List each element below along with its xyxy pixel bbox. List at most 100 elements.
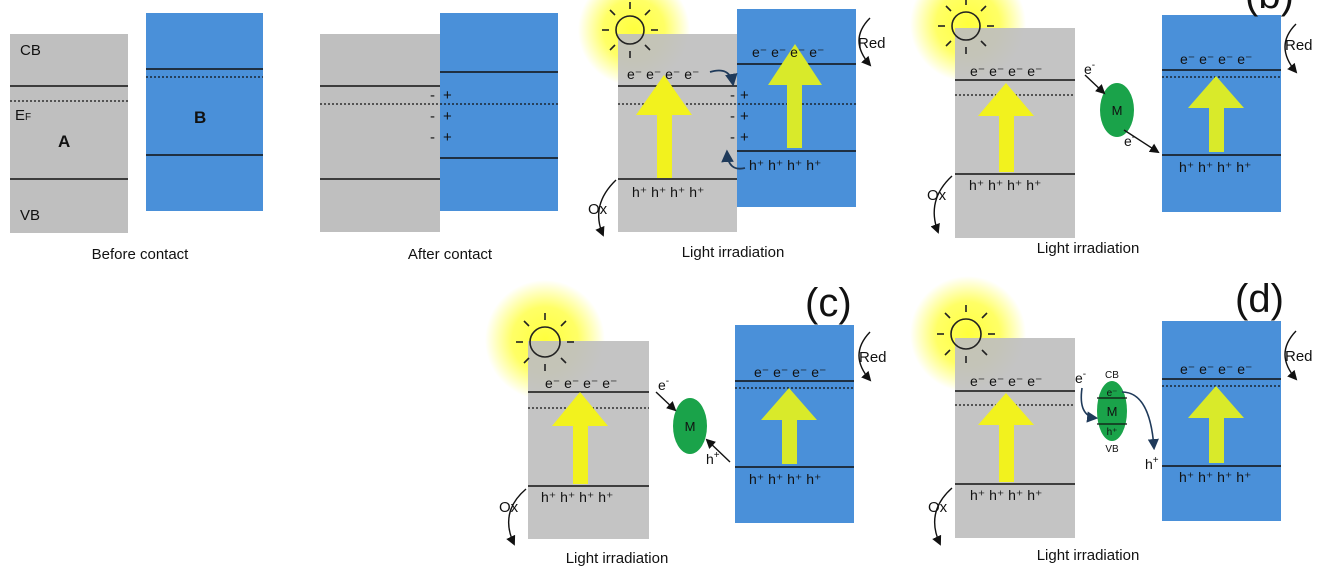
semiconductor-a-label: A — [58, 132, 70, 151]
reduction-label: Red — [859, 349, 887, 366]
a-holes: h⁺ h⁺ h⁺ h⁺ — [970, 487, 1042, 503]
mediator-ellipse-icon — [673, 398, 707, 454]
fermi-level-label: EF — [15, 107, 31, 124]
light-arrow-icon — [761, 388, 817, 464]
cb-label: CB — [20, 42, 41, 59]
mediator-ellipse-icon — [1097, 381, 1127, 441]
sun-icon — [602, 2, 658, 58]
svg-text:+: + — [443, 87, 452, 104]
light-arrow-icon — [768, 44, 822, 148]
oxidation-label: Ox — [499, 499, 519, 516]
panel-b: (b) e⁻ e⁻ e⁻ e⁻ e⁻ e⁻ e⁻ e⁻ h⁺ h⁺ h⁺ h⁺ … — [910, 0, 1313, 257]
hole-label: h+ — [1145, 455, 1159, 472]
b-electrons: e⁻ e⁻ e⁻ e⁻ — [1180, 51, 1252, 67]
b-holes: h⁺ h⁺ h⁺ h⁺ — [1179, 469, 1251, 485]
vb-label: VB — [20, 207, 40, 224]
light-arrow-icon — [1188, 76, 1244, 152]
svg-text:-: - — [730, 108, 735, 125]
electron-label: e- — [1075, 369, 1086, 386]
caption-light-irradiation: Light irradiation — [1037, 240, 1140, 257]
a-electrons: e⁻ e⁻ e⁻ e⁻ — [970, 63, 1042, 79]
a-holes: h⁺ h⁺ h⁺ h⁺ — [541, 489, 613, 505]
electron-from-mediator-arrow — [1123, 129, 1160, 154]
a-holes: h⁺ h⁺ h⁺ h⁺ — [969, 177, 1041, 193]
oxidation-arrow — [930, 175, 953, 234]
space-charge-signs: - - - + + + — [730, 87, 749, 146]
light-arrow-icon — [552, 392, 608, 484]
svg-text:+: + — [740, 129, 749, 146]
oxidation-label: Ox — [588, 201, 608, 218]
semiconductor-a-block — [955, 338, 1075, 538]
caption-after-contact: After contact — [408, 246, 493, 263]
oxidation-label: Ox — [927, 187, 947, 204]
mediator-label: M — [1112, 103, 1123, 118]
electron-label: e- — [658, 376, 669, 393]
reduction-arrow — [858, 17, 872, 67]
a-electrons: e⁻ e⁻ e⁻ e⁻ — [545, 375, 617, 391]
svg-text:-: - — [730, 129, 735, 146]
panel-letter-d: (d) — [1235, 277, 1284, 321]
reduction-label: Red — [1285, 348, 1313, 365]
hole-from-mediator-arrow — [1121, 391, 1159, 451]
b-holes: h⁺ h⁺ h⁺ h⁺ — [1179, 159, 1251, 175]
b-holes: h⁺ h⁺ h⁺ h⁺ — [749, 471, 821, 487]
reduction-label: Red — [858, 35, 886, 52]
electron-to-mediator-arrow — [655, 391, 677, 412]
oxidation-arrow — [595, 179, 617, 237]
electron-to-mediator-arrow — [1084, 74, 1106, 95]
hole-to-mediator-arrow — [705, 438, 731, 463]
electron-label: e- — [1084, 60, 1095, 77]
svg-text:+: + — [740, 87, 749, 104]
svg-text:-: - — [430, 87, 435, 104]
panel-c: (c) e⁻ e⁻ e⁻ e⁻ e⁻ e⁻ e⁻ e⁻ h⁺ h⁺ h⁺ h⁺ … — [485, 280, 887, 567]
semiconductor-b-label: B — [194, 108, 206, 127]
panel-before-contact: CB EF VB A B Before contact — [10, 13, 263, 263]
panel-d: (d) e⁻ e⁻ e⁻ e⁻ e⁻ e⁻ e⁻ e⁻ h⁺ h⁺ h⁺ h⁺ … — [910, 276, 1313, 564]
panel-letter-c: (c) — [805, 281, 852, 325]
semiconductor-a-block — [320, 34, 440, 232]
light-arrow-icon — [1188, 386, 1244, 463]
oxidation-label: Ox — [928, 499, 948, 516]
light-arrow-icon — [978, 393, 1034, 482]
caption-light-irradiation: Light irradiation — [682, 244, 785, 261]
svg-text:-: - — [430, 108, 435, 125]
svg-text:+: + — [443, 108, 452, 125]
sun-icon — [937, 305, 995, 363]
hole-transfer-arrow — [721, 149, 746, 170]
sun-icon — [938, 0, 994, 54]
semiconductor-b-block — [440, 13, 558, 211]
panel-letter-b: (b) — [1245, 0, 1294, 17]
panel-light-irradiation-1: e⁻ e⁻ e⁻ e⁻ e⁻ e⁻ e⁻ e⁻ h⁺ h⁺ h⁺ h⁺ h⁺ h… — [578, 0, 886, 261]
sun-icon — [516, 313, 574, 371]
light-arrow-icon — [636, 75, 692, 178]
caption-light-irradiation: Light irradiation — [1037, 547, 1140, 564]
a-holes: h⁺ h⁺ h⁺ h⁺ — [632, 184, 704, 200]
caption-before-contact: Before contact — [92, 246, 190, 263]
electron-label: e- — [1124, 132, 1135, 149]
reduction-arrow — [1284, 23, 1298, 74]
b-holes: h⁺ h⁺ h⁺ h⁺ — [749, 157, 821, 173]
svg-text:-: - — [430, 129, 435, 146]
svg-text:+: + — [443, 129, 452, 146]
semiconductor-b-block — [146, 13, 263, 211]
space-charge-signs: - - - + + + — [430, 87, 452, 146]
mediator-vb-label: VB — [1105, 444, 1119, 455]
light-arrow-icon — [978, 83, 1034, 172]
a-electrons: e⁻ e⁻ e⁻ e⁻ — [627, 66, 699, 82]
svg-text:+: + — [740, 108, 749, 125]
mediator-ellipse-icon — [1100, 83, 1134, 137]
semiconductor-a-block — [618, 34, 737, 232]
oxidation-arrow — [932, 487, 953, 546]
b-electrons: e⁻ e⁻ e⁻ e⁻ — [754, 364, 826, 380]
electron-to-mediator-arrow — [1080, 387, 1099, 423]
panel-after-contact: - - - + + + After contact — [320, 13, 558, 263]
oxidation-arrow — [506, 488, 527, 546]
reduction-arrow — [858, 331, 872, 382]
mediator-cb-label: CB — [1105, 370, 1119, 381]
b-electrons: e⁻ e⁻ e⁻ e⁻ — [1180, 361, 1252, 377]
mediator-electron: e⁻ — [1107, 388, 1118, 399]
mediator-hole: h⁺ — [1107, 427, 1118, 438]
mediator-label: M — [1107, 404, 1118, 419]
reduction-label: Red — [1285, 37, 1313, 54]
